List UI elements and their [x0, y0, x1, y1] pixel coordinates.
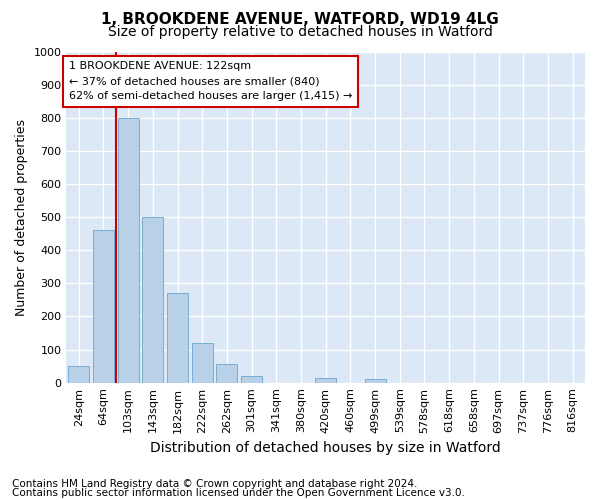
Bar — [68, 366, 89, 382]
Text: Contains public sector information licensed under the Open Government Licence v3: Contains public sector information licen… — [12, 488, 465, 498]
Bar — [315, 378, 336, 382]
Text: Size of property relative to detached houses in Watford: Size of property relative to detached ho… — [107, 25, 493, 39]
Bar — [142, 217, 163, 382]
Bar — [241, 376, 262, 382]
X-axis label: Distribution of detached houses by size in Watford: Distribution of detached houses by size … — [151, 441, 501, 455]
Bar — [217, 364, 238, 382]
Bar — [93, 230, 114, 382]
Bar — [192, 343, 213, 382]
Y-axis label: Number of detached properties: Number of detached properties — [15, 118, 28, 316]
Text: 1 BROOKDENE AVENUE: 122sqm
← 37% of detached houses are smaller (840)
62% of sem: 1 BROOKDENE AVENUE: 122sqm ← 37% of deta… — [69, 62, 352, 101]
Bar — [365, 380, 386, 382]
Bar — [118, 118, 139, 382]
Bar — [167, 294, 188, 382]
Text: Contains HM Land Registry data © Crown copyright and database right 2024.: Contains HM Land Registry data © Crown c… — [12, 479, 418, 489]
Text: 1, BROOKDENE AVENUE, WATFORD, WD19 4LG: 1, BROOKDENE AVENUE, WATFORD, WD19 4LG — [101, 12, 499, 28]
